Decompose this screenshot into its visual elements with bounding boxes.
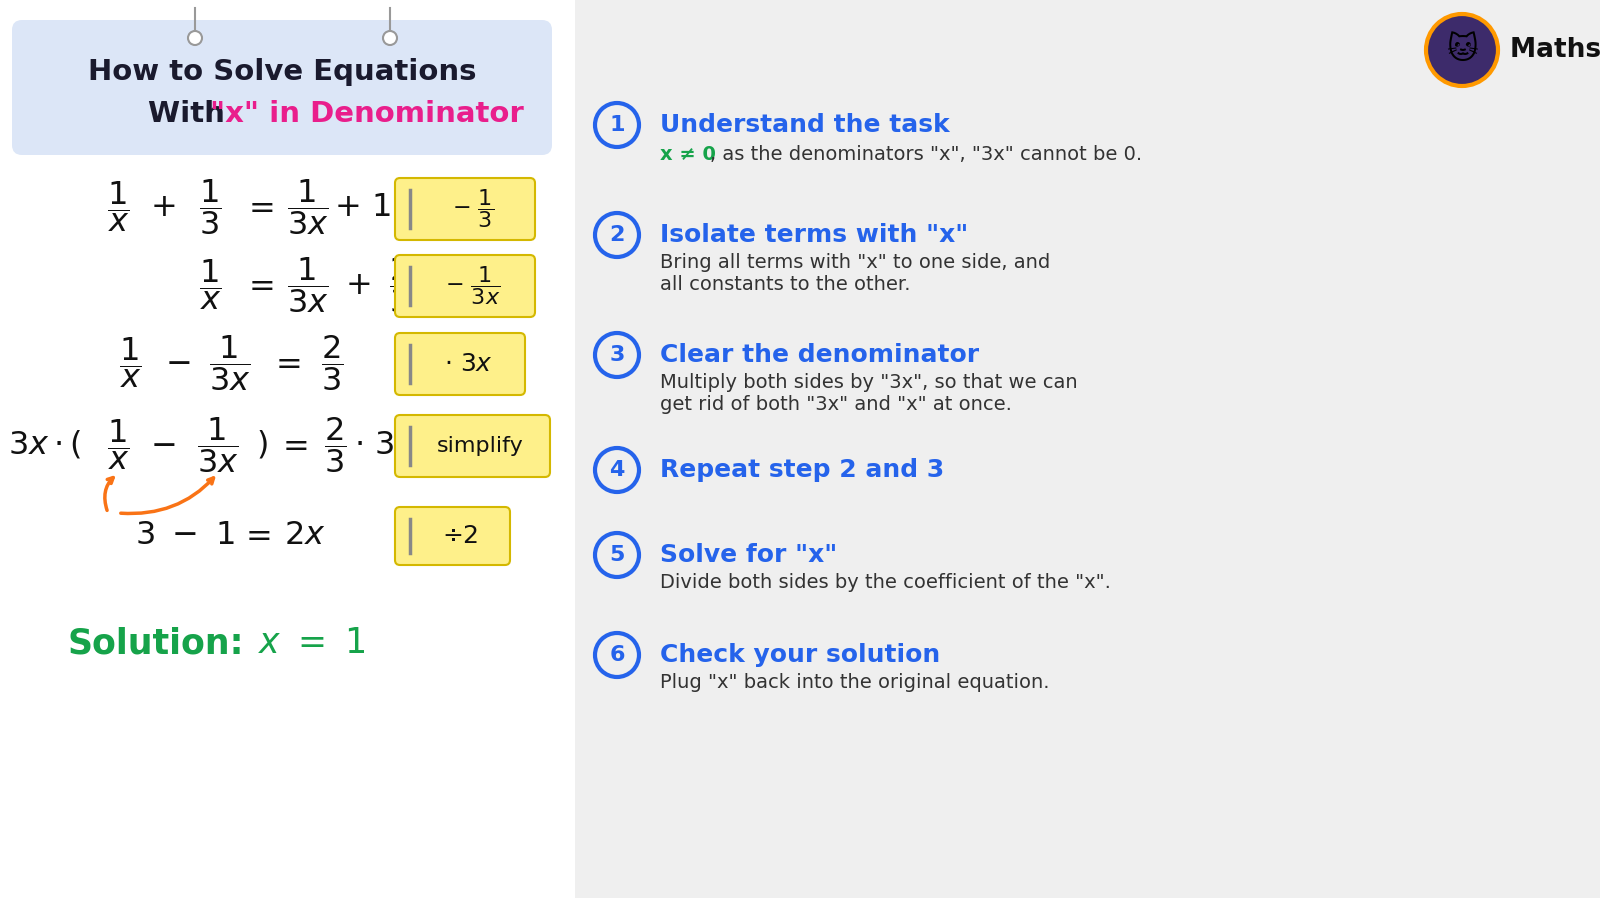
- FancyBboxPatch shape: [0, 0, 574, 898]
- Text: all constants to the other.: all constants to the other.: [661, 275, 910, 294]
- Text: $=$: $=$: [277, 429, 307, 461]
- Text: $2x$: $2x$: [285, 520, 326, 550]
- Text: $x\ =\ 1$: $x\ =\ 1$: [258, 626, 366, 660]
- Text: 4: 4: [610, 460, 624, 480]
- Text: 3: 3: [610, 345, 624, 365]
- Text: 6: 6: [610, 645, 624, 665]
- Text: $3\ -\ 1$: $3\ -\ 1$: [134, 520, 235, 550]
- Text: 1: 1: [610, 115, 624, 135]
- Text: 5: 5: [610, 545, 624, 565]
- Text: $\dfrac{1}{3x}$: $\dfrac{1}{3x}$: [210, 333, 251, 393]
- Text: $\dfrac{1}{3x}$: $\dfrac{1}{3x}$: [288, 177, 328, 237]
- Text: $+\ 1$: $+\ 1$: [334, 191, 390, 223]
- FancyBboxPatch shape: [574, 0, 1600, 898]
- Text: $3x\cdot($: $3x\cdot($: [8, 429, 82, 461]
- Text: $\cdot\ 3x$: $\cdot\ 3x$: [443, 352, 493, 376]
- FancyBboxPatch shape: [395, 415, 550, 477]
- Text: Repeat step 2 and 3: Repeat step 2 and 3: [661, 458, 944, 482]
- Text: $\dfrac{2}{3}$: $\dfrac{2}{3}$: [389, 255, 411, 315]
- Text: Multiply both sides by "3x", so that we can: Multiply both sides by "3x", so that we …: [661, 374, 1078, 392]
- Text: Clear the denominator: Clear the denominator: [661, 343, 979, 367]
- Text: x ≠ 0: x ≠ 0: [661, 145, 715, 164]
- Text: $-$: $-$: [165, 348, 190, 378]
- Text: $\dfrac{1}{3x}$: $\dfrac{1}{3x}$: [197, 415, 238, 475]
- Text: $=$: $=$: [238, 520, 270, 550]
- Text: 2: 2: [610, 225, 624, 245]
- Text: With: With: [147, 100, 235, 128]
- Text: Solve for "x": Solve for "x": [661, 543, 837, 567]
- Text: $-\ \dfrac{1}{3x}$: $-\ \dfrac{1}{3x}$: [445, 265, 501, 307]
- Text: get rid of both "3x" and "x" at once.: get rid of both "3x" and "x" at once.: [661, 394, 1011, 413]
- Text: Isolate terms with "x": Isolate terms with "x": [661, 223, 968, 247]
- Text: "x" in Denominator: "x" in Denominator: [210, 100, 523, 128]
- Text: $\dfrac{1}{3}$: $\dfrac{1}{3}$: [198, 177, 221, 237]
- FancyBboxPatch shape: [395, 333, 525, 395]
- Text: 🐱: 🐱: [1446, 35, 1478, 65]
- Circle shape: [382, 31, 397, 45]
- Text: $=$: $=$: [242, 191, 274, 223]
- Text: $=$: $=$: [269, 348, 301, 378]
- Text: $\dfrac{1}{x}$: $\dfrac{1}{x}$: [107, 418, 130, 472]
- Text: Bring all terms with "x" to one side, and: Bring all terms with "x" to one side, an…: [661, 253, 1050, 272]
- Text: $=$: $=$: [242, 269, 274, 301]
- Text: $\dfrac{1}{3x}$: $\dfrac{1}{3x}$: [288, 255, 328, 315]
- Text: Understand the task: Understand the task: [661, 113, 950, 137]
- Text: , as the denominators "x", "3x" cannot be 0.: , as the denominators "x", "3x" cannot b…: [710, 145, 1142, 164]
- Text: $\dfrac{1}{x}$: $\dfrac{1}{x}$: [107, 180, 130, 234]
- Text: $+$: $+$: [150, 191, 176, 223]
- Circle shape: [1426, 14, 1498, 86]
- Text: $+$: $+$: [346, 269, 371, 301]
- FancyBboxPatch shape: [395, 178, 534, 240]
- Text: $)$: $)$: [256, 429, 267, 461]
- Text: $\dfrac{2}{3}$: $\dfrac{2}{3}$: [323, 415, 346, 475]
- Text: $\div 2$: $\div 2$: [442, 524, 478, 548]
- Text: $\cdot\ 3x$: $\cdot\ 3x$: [354, 429, 416, 461]
- Text: $-\ \dfrac{1}{3}$: $-\ \dfrac{1}{3}$: [451, 188, 494, 231]
- Text: $\dfrac{1}{x}$: $\dfrac{1}{x}$: [118, 336, 141, 391]
- Text: Plug "x" back into the original equation.: Plug "x" back into the original equation…: [661, 674, 1050, 692]
- Text: Solution:: Solution:: [67, 626, 245, 660]
- FancyBboxPatch shape: [13, 20, 552, 155]
- Text: $\dfrac{1}{x}$: $\dfrac{1}{x}$: [198, 258, 221, 313]
- Text: $-$: $-$: [150, 429, 176, 461]
- Text: simplify: simplify: [437, 436, 523, 456]
- Text: Maths Angel: Maths Angel: [1510, 37, 1600, 63]
- Text: How to Solve Equations: How to Solve Equations: [88, 58, 477, 86]
- Circle shape: [189, 31, 202, 45]
- Text: Check your solution: Check your solution: [661, 643, 941, 667]
- Text: Divide both sides by the coefficient of the "x".: Divide both sides by the coefficient of …: [661, 574, 1110, 593]
- FancyBboxPatch shape: [395, 255, 534, 317]
- Text: $\dfrac{2}{3}$: $\dfrac{2}{3}$: [322, 333, 342, 393]
- FancyBboxPatch shape: [395, 507, 510, 565]
